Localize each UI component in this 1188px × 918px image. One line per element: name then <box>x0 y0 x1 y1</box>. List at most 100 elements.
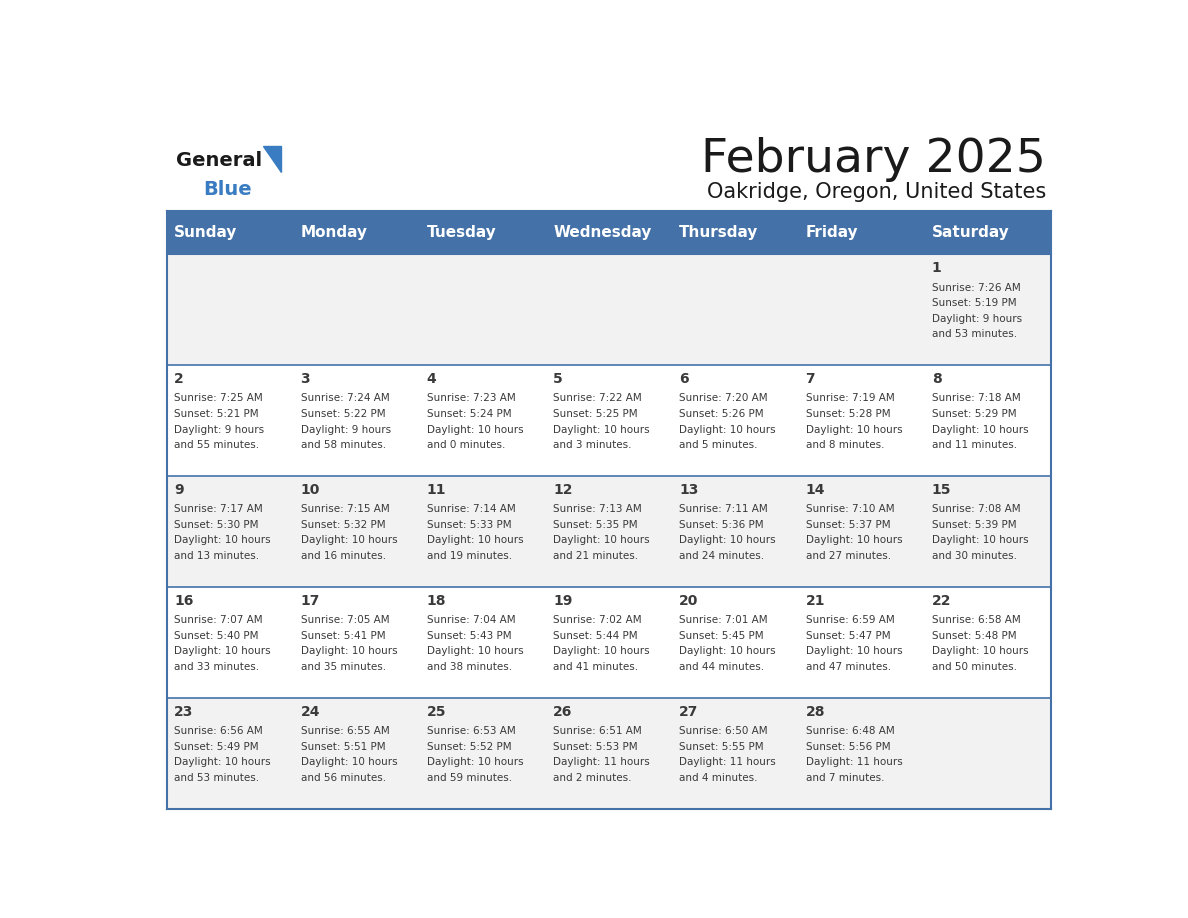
Text: Sunset: 5:29 PM: Sunset: 5:29 PM <box>931 409 1017 419</box>
Text: Sunset: 5:40 PM: Sunset: 5:40 PM <box>175 631 259 641</box>
Text: 17: 17 <box>301 594 320 608</box>
Text: Sunset: 5:48 PM: Sunset: 5:48 PM <box>931 631 1017 641</box>
Text: Sunset: 5:35 PM: Sunset: 5:35 PM <box>554 520 638 530</box>
Text: 3: 3 <box>301 373 310 386</box>
Text: Sunrise: 6:58 AM: Sunrise: 6:58 AM <box>931 615 1020 625</box>
Text: Saturday: Saturday <box>931 225 1010 240</box>
Text: 12: 12 <box>554 483 573 498</box>
Text: Daylight: 10 hours: Daylight: 10 hours <box>426 535 524 545</box>
Text: Daylight: 9 hours: Daylight: 9 hours <box>301 424 391 434</box>
Text: Daylight: 11 hours: Daylight: 11 hours <box>554 757 650 767</box>
Text: 1: 1 <box>931 262 942 275</box>
Text: Sunrise: 7:26 AM: Sunrise: 7:26 AM <box>931 283 1020 293</box>
Text: Daylight: 10 hours: Daylight: 10 hours <box>554 424 650 434</box>
Text: Sunrise: 6:53 AM: Sunrise: 6:53 AM <box>426 726 516 736</box>
Text: 27: 27 <box>680 705 699 719</box>
Text: Sunset: 5:52 PM: Sunset: 5:52 PM <box>426 742 512 752</box>
Text: and 19 minutes.: and 19 minutes. <box>426 551 512 561</box>
FancyBboxPatch shape <box>166 698 1051 809</box>
Text: Sunset: 5:32 PM: Sunset: 5:32 PM <box>301 520 385 530</box>
Text: and 5 minutes.: and 5 minutes. <box>680 440 758 450</box>
Text: Sunrise: 7:05 AM: Sunrise: 7:05 AM <box>301 615 390 625</box>
Text: and 24 minutes.: and 24 minutes. <box>680 551 764 561</box>
Text: Sunrise: 7:20 AM: Sunrise: 7:20 AM <box>680 394 767 404</box>
Text: Daylight: 10 hours: Daylight: 10 hours <box>426 757 524 767</box>
Text: Sunset: 5:47 PM: Sunset: 5:47 PM <box>805 631 890 641</box>
Text: Sunrise: 7:04 AM: Sunrise: 7:04 AM <box>426 615 516 625</box>
Text: Sunset: 5:36 PM: Sunset: 5:36 PM <box>680 520 764 530</box>
Text: Blue: Blue <box>204 180 252 198</box>
Text: and 16 minutes.: and 16 minutes. <box>301 551 386 561</box>
Text: Sunrise: 7:23 AM: Sunrise: 7:23 AM <box>426 394 516 404</box>
Text: Sunrise: 7:25 AM: Sunrise: 7:25 AM <box>175 394 263 404</box>
Text: 10: 10 <box>301 483 320 498</box>
Text: 13: 13 <box>680 483 699 498</box>
Text: and 55 minutes.: and 55 minutes. <box>175 440 259 450</box>
Text: Sunrise: 7:19 AM: Sunrise: 7:19 AM <box>805 394 895 404</box>
Text: Sunset: 5:25 PM: Sunset: 5:25 PM <box>554 409 638 419</box>
Text: Daylight: 11 hours: Daylight: 11 hours <box>805 757 903 767</box>
Text: and 33 minutes.: and 33 minutes. <box>175 662 259 672</box>
Text: Sunset: 5:26 PM: Sunset: 5:26 PM <box>680 409 764 419</box>
Text: Daylight: 9 hours: Daylight: 9 hours <box>931 314 1022 324</box>
Text: Daylight: 11 hours: Daylight: 11 hours <box>680 757 776 767</box>
Text: and 58 minutes.: and 58 minutes. <box>301 440 386 450</box>
Text: and 53 minutes.: and 53 minutes. <box>931 330 1017 340</box>
Text: 28: 28 <box>805 705 826 719</box>
Text: Sunset: 5:53 PM: Sunset: 5:53 PM <box>554 742 638 752</box>
Text: Daylight: 10 hours: Daylight: 10 hours <box>680 646 776 656</box>
Text: Sunrise: 6:56 AM: Sunrise: 6:56 AM <box>175 726 263 736</box>
Text: Sunset: 5:45 PM: Sunset: 5:45 PM <box>680 631 764 641</box>
Text: Daylight: 10 hours: Daylight: 10 hours <box>805 646 902 656</box>
Text: Sunrise: 7:18 AM: Sunrise: 7:18 AM <box>931 394 1020 404</box>
Text: Sunset: 5:41 PM: Sunset: 5:41 PM <box>301 631 385 641</box>
Text: Monday: Monday <box>301 225 367 240</box>
Text: Sunset: 5:30 PM: Sunset: 5:30 PM <box>175 520 259 530</box>
Text: Sunset: 5:56 PM: Sunset: 5:56 PM <box>805 742 890 752</box>
Text: 2: 2 <box>175 373 184 386</box>
Text: 19: 19 <box>554 594 573 608</box>
Text: Daylight: 10 hours: Daylight: 10 hours <box>426 646 524 656</box>
Text: Sunrise: 6:55 AM: Sunrise: 6:55 AM <box>301 726 390 736</box>
Text: and 0 minutes.: and 0 minutes. <box>426 440 505 450</box>
Text: Sunrise: 7:08 AM: Sunrise: 7:08 AM <box>931 504 1020 514</box>
Text: Sunrise: 7:11 AM: Sunrise: 7:11 AM <box>680 504 769 514</box>
Text: and 11 minutes.: and 11 minutes. <box>931 440 1017 450</box>
Text: and 21 minutes.: and 21 minutes. <box>554 551 638 561</box>
Text: and 56 minutes.: and 56 minutes. <box>301 773 386 783</box>
Text: Sunset: 5:51 PM: Sunset: 5:51 PM <box>301 742 385 752</box>
Text: February 2025: February 2025 <box>701 137 1047 182</box>
Text: Daylight: 10 hours: Daylight: 10 hours <box>680 535 776 545</box>
Polygon shape <box>263 146 282 172</box>
Text: Sunset: 5:44 PM: Sunset: 5:44 PM <box>554 631 638 641</box>
Text: and 2 minutes.: and 2 minutes. <box>554 773 632 783</box>
Text: Daylight: 10 hours: Daylight: 10 hours <box>931 646 1029 656</box>
Text: and 13 minutes.: and 13 minutes. <box>175 551 259 561</box>
Text: Sunset: 5:22 PM: Sunset: 5:22 PM <box>301 409 385 419</box>
Text: 11: 11 <box>426 483 447 498</box>
Text: Daylight: 10 hours: Daylight: 10 hours <box>301 757 397 767</box>
Text: Daylight: 10 hours: Daylight: 10 hours <box>175 757 271 767</box>
Text: 23: 23 <box>175 705 194 719</box>
Text: Daylight: 10 hours: Daylight: 10 hours <box>554 535 650 545</box>
Text: and 30 minutes.: and 30 minutes. <box>931 551 1017 561</box>
Text: Oakridge, Oregon, United States: Oakridge, Oregon, United States <box>707 183 1047 202</box>
Text: 5: 5 <box>554 373 563 386</box>
Text: Daylight: 10 hours: Daylight: 10 hours <box>805 424 902 434</box>
Text: Sunday: Sunday <box>175 225 238 240</box>
Text: Sunset: 5:21 PM: Sunset: 5:21 PM <box>175 409 259 419</box>
Text: 24: 24 <box>301 705 320 719</box>
Text: and 7 minutes.: and 7 minutes. <box>805 773 884 783</box>
Text: Sunset: 5:39 PM: Sunset: 5:39 PM <box>931 520 1017 530</box>
Text: 18: 18 <box>426 594 447 608</box>
Text: Sunrise: 6:59 AM: Sunrise: 6:59 AM <box>805 615 895 625</box>
Text: Daylight: 10 hours: Daylight: 10 hours <box>931 535 1029 545</box>
Text: Sunrise: 7:15 AM: Sunrise: 7:15 AM <box>301 504 390 514</box>
Text: Sunrise: 6:48 AM: Sunrise: 6:48 AM <box>805 726 895 736</box>
Text: and 35 minutes.: and 35 minutes. <box>301 662 386 672</box>
Text: Daylight: 9 hours: Daylight: 9 hours <box>175 424 265 434</box>
FancyBboxPatch shape <box>166 476 1051 587</box>
Text: 16: 16 <box>175 594 194 608</box>
Text: Sunrise: 7:01 AM: Sunrise: 7:01 AM <box>680 615 767 625</box>
Text: 7: 7 <box>805 373 815 386</box>
